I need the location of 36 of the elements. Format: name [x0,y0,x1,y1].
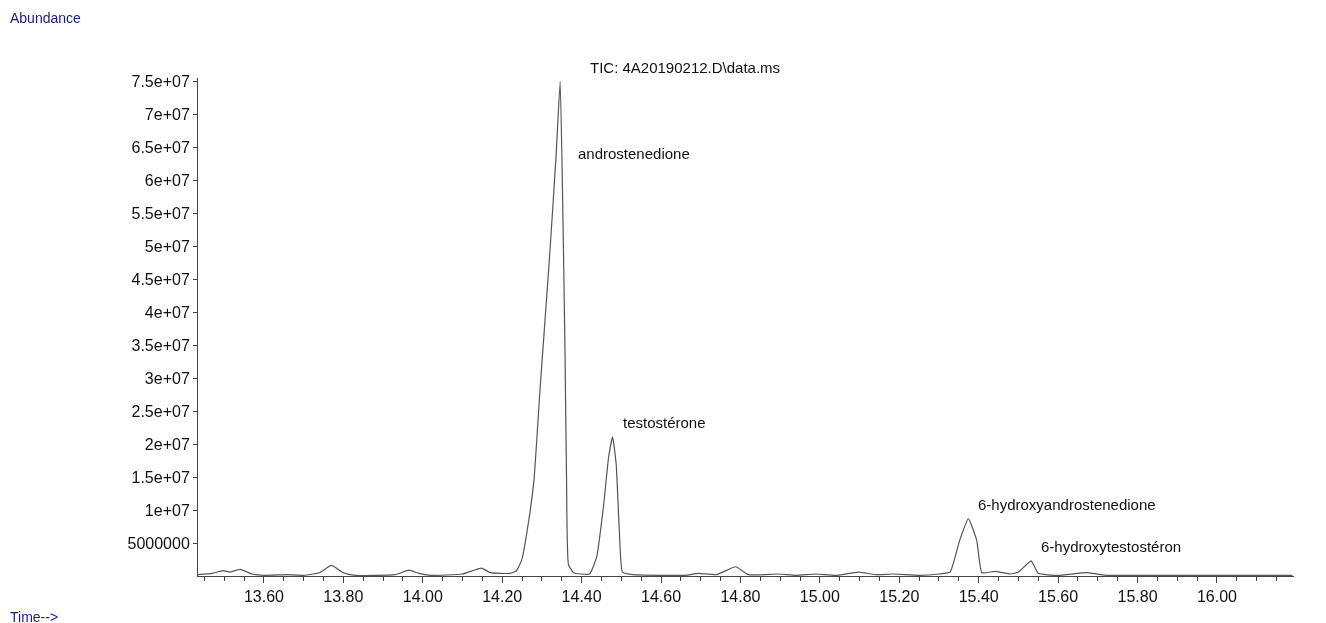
y-axis-title: Abundance [10,10,82,26]
y-tick-label: 5000000 [127,534,190,552]
x-tick-label: 14.80 [720,588,761,606]
y-tick-label: 6.5e+07 [131,138,190,156]
x-axis-title: Time--> [10,609,59,623]
y-tick-label: 1e+07 [144,501,190,519]
chart-title: TIC: 4A20190212.D\data.ms [590,59,781,77]
x-tick-label: 14.40 [561,588,602,606]
x-tick-label: 13.80 [323,588,364,606]
annotation: 6-hydroxyandrostenedione [978,496,1156,513]
y-tick-label: 2.5e+07 [131,402,190,420]
x-tick-label: 15.60 [1038,588,1079,606]
y-tick-label: 2e+07 [144,435,190,453]
y-tick-label: 3e+07 [144,369,190,387]
annotation: 6-hydroxytestostéron [1041,538,1182,555]
x-tick-label: 15.00 [799,588,840,606]
y-tick-label: 7e+07 [144,105,190,123]
x-tick-label: 14.60 [641,588,682,606]
y-tick-label: 4.5e+07 [131,270,190,288]
x-tick-label: 15.80 [1117,588,1158,606]
line-series [198,80,1294,576]
y-tick-label: 6e+07 [144,171,190,189]
x-tick-label: 14.00 [402,588,443,606]
x-tick-label: 15.40 [958,588,999,606]
y-tick-label: 5e+07 [144,237,190,255]
y-tick-label: 3.5e+07 [131,336,190,354]
annotation: testostérone [623,414,706,431]
x-tick-label: 16.00 [1196,588,1238,606]
y-tick-label: 7.5e+07 [131,72,190,90]
x-tick-label: 13.60 [243,588,285,606]
x-tick-label: 14.20 [482,588,523,606]
y-tick-label: 4e+07 [144,303,190,321]
annotation: androstenedione [578,145,690,162]
y-tick-label: 5.5e+07 [131,204,190,222]
x-tick-label: 15.20 [879,588,920,606]
y-tick-label: 1.5e+07 [131,468,190,486]
